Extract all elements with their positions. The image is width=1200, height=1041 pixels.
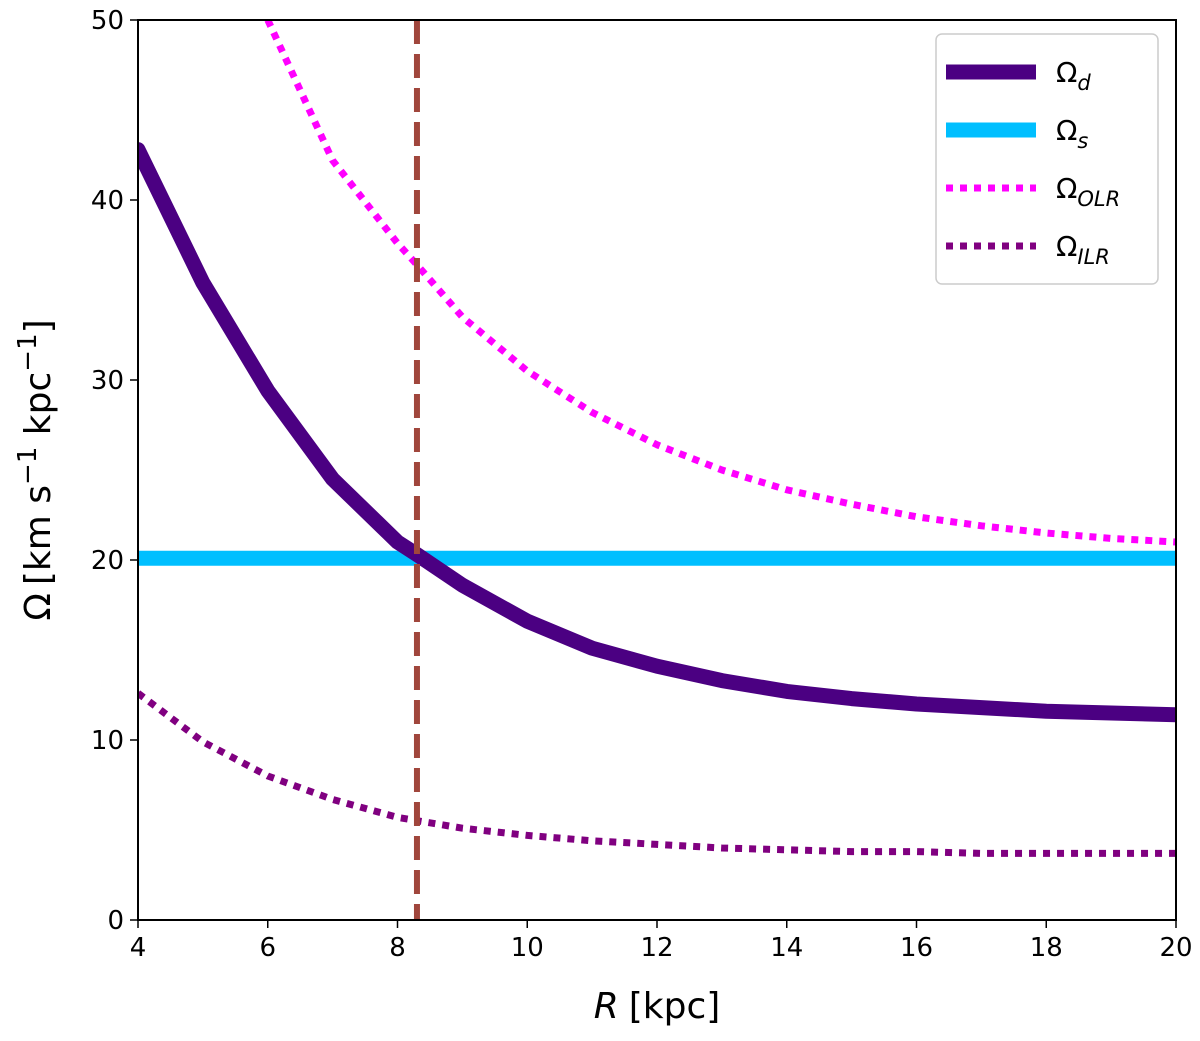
y-axis-unit-suffix: ] xyxy=(18,319,59,333)
y-axis-symbol: Ω xyxy=(18,593,59,621)
y-tick-label: 50 xyxy=(91,6,124,36)
x-axis-symbol: R xyxy=(594,986,619,1027)
y-tick-label: 0 xyxy=(107,906,124,936)
x-tick-label: 4 xyxy=(130,933,147,963)
legend-box xyxy=(935,33,1159,285)
y-tick-label: 30 xyxy=(91,366,124,396)
legend-label-omega-d: Ωd xyxy=(1056,56,1091,95)
x-tick-label: 14 xyxy=(770,933,803,963)
y-axis-exp-1: −1 xyxy=(13,447,43,485)
x-tick-label: 8 xyxy=(389,933,406,963)
legend-label-omega-s: Ωs xyxy=(1056,114,1088,153)
x-tick-label: 20 xyxy=(1159,933,1192,963)
y-axis: 0 10 20 30 40 50 xyxy=(91,6,138,936)
y-axis-title: Ω[km s−1 kpc−1] xyxy=(13,319,59,620)
legend-label-omega-ilr: ΩILR xyxy=(1056,230,1110,269)
x-tick-label: 12 xyxy=(640,933,673,963)
y-axis-exp-2: −1 xyxy=(13,333,43,371)
y-axis-unit-prefix: [km s xyxy=(18,485,59,585)
x-tick-label: 10 xyxy=(511,933,544,963)
legend-items: Ωd Ωs ΩOLR ΩILR xyxy=(946,56,1120,269)
legend-label-omega-olr: ΩOLR xyxy=(1056,172,1120,211)
x-axis-title: R [kpc] xyxy=(594,986,721,1027)
series-line-omega-d xyxy=(138,142,1176,723)
legend: Ωd Ωs ΩOLR ΩILR xyxy=(935,33,1159,285)
x-tick-label: 18 xyxy=(1030,933,1063,963)
plot-marks xyxy=(138,20,1176,920)
y-axis-unit-mid: kpc xyxy=(18,372,59,447)
x-axis: 4 6 8 10 12 14 16 18 20 xyxy=(130,920,1193,963)
x-tick-label: 16 xyxy=(900,933,933,963)
y-tick-label: 10 xyxy=(91,726,124,756)
y-tick-label: 20 xyxy=(91,546,124,576)
x-axis-unit: [kpc] xyxy=(629,986,721,1027)
series-line-omega-ilr xyxy=(138,690,1176,857)
x-tick-label: 6 xyxy=(259,933,276,963)
y-tick-label: 40 xyxy=(91,186,124,216)
